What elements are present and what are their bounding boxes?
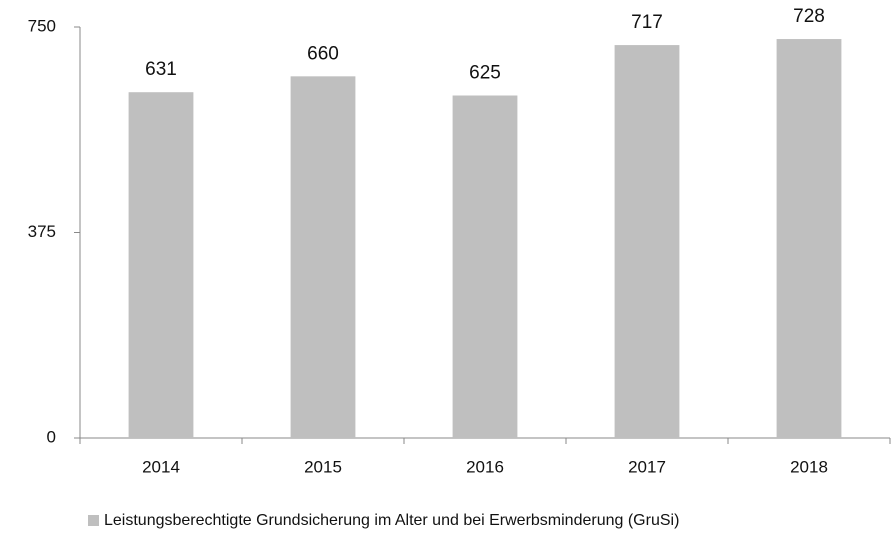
x-tick-label: 2017 bbox=[628, 457, 666, 476]
bar bbox=[614, 45, 680, 439]
data-label: 625 bbox=[469, 63, 501, 84]
y-tick-label: 375 bbox=[28, 222, 56, 241]
bar bbox=[128, 92, 194, 438]
x-tick-label: 2016 bbox=[466, 457, 504, 476]
data-label: 631 bbox=[145, 59, 177, 80]
x-tick-label: 2014 bbox=[142, 457, 180, 476]
data-label: 717 bbox=[631, 12, 663, 33]
bar bbox=[290, 76, 356, 438]
y-tick-label: 0 bbox=[47, 427, 56, 446]
bar bbox=[776, 39, 842, 438]
data-label: 728 bbox=[793, 6, 825, 27]
y-tick-label: 750 bbox=[28, 16, 56, 35]
legend-swatch bbox=[88, 515, 99, 526]
bar bbox=[452, 95, 518, 438]
x-tick-label: 2018 bbox=[790, 457, 828, 476]
legend-label: Leistungsberechtigte Grundsicherung im A… bbox=[104, 512, 679, 529]
x-tick-label: 2015 bbox=[304, 457, 342, 476]
data-label: 660 bbox=[307, 43, 339, 64]
